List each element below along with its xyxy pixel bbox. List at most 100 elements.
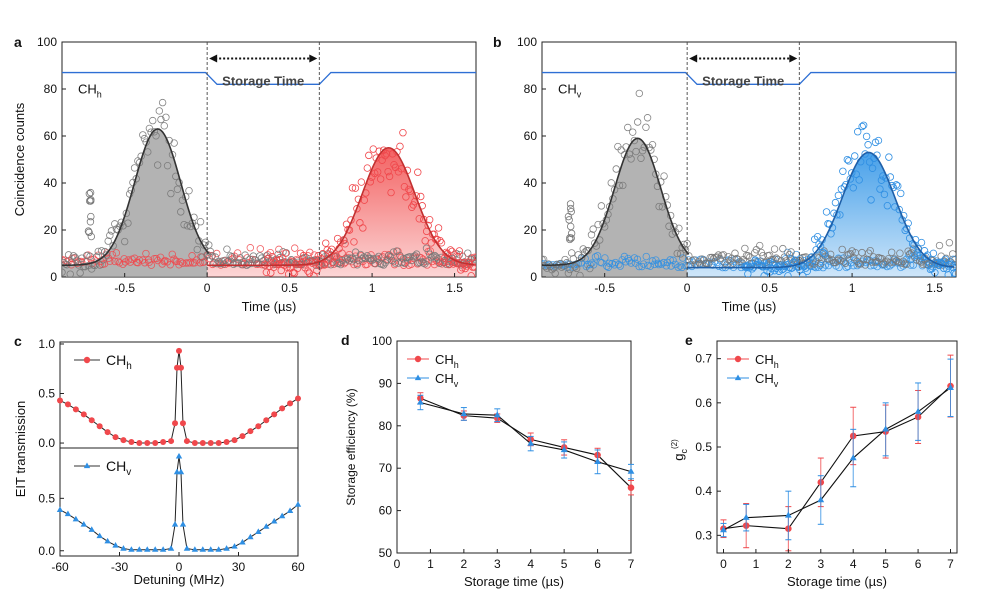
data-point-write	[337, 260, 345, 269]
data-point-retrieved	[302, 258, 311, 267]
data-point-retrieved	[861, 150, 869, 158]
data-point-write	[139, 131, 147, 139]
data-point-retrieved	[330, 252, 339, 261]
data-point-background	[188, 252, 196, 260]
data-point-write	[97, 247, 106, 255]
data-point-retrieved	[322, 239, 330, 247]
data-point-retrieved	[365, 151, 373, 160]
data-point-write	[193, 245, 201, 254]
eit-data-point	[96, 423, 103, 430]
legend-marker	[414, 374, 422, 381]
data-point-retrieved	[799, 272, 807, 277]
x-tick-label: 1	[753, 557, 760, 571]
data-point-write	[226, 252, 234, 260]
data-point-retrieved	[449, 260, 458, 268]
data-point-retrieved	[274, 260, 282, 268]
data-point-background	[627, 259, 635, 267]
eit-data-point	[255, 423, 262, 430]
legend-label: CHh	[435, 352, 459, 370]
data-point-retrieved	[442, 248, 450, 257]
data-point-write	[470, 255, 476, 263]
data-point-write	[86, 218, 95, 226]
data-point-retrieved	[809, 256, 817, 264]
data-point-retrieved	[836, 211, 844, 219]
data-point-write	[177, 208, 185, 216]
data-point-retrieved	[307, 257, 315, 266]
data-point-retrieved	[267, 269, 275, 277]
text-part: CH	[106, 352, 126, 368]
data-point-background	[119, 260, 127, 268]
text-part: CH	[558, 82, 577, 97]
data-point-write	[96, 261, 104, 269]
data-point-write	[158, 98, 167, 107]
x-tick-label: 3	[817, 557, 824, 571]
x-tick-label: 6	[594, 557, 601, 571]
data-point-write	[756, 241, 764, 250]
data-point-retrieved	[467, 272, 475, 277]
data-point-retrieved	[848, 169, 856, 177]
data-point-retrieved	[471, 258, 476, 267]
data-point-write	[152, 132, 160, 140]
text-part: CH	[435, 352, 454, 367]
eit-data-point	[72, 515, 80, 522]
x-tick-label: 0	[394, 557, 401, 571]
y-tick-label: 100	[37, 35, 57, 49]
data-point-retrieved	[305, 269, 314, 277]
control-gate-line	[62, 71, 476, 85]
data-point-write	[782, 257, 790, 265]
data-point-retrieved	[353, 205, 361, 213]
data-point-background	[160, 257, 168, 266]
eit-data-point	[176, 347, 182, 354]
data-point-write	[398, 258, 406, 267]
channel-label: CHh	[78, 82, 102, 100]
data-point-retrieved	[283, 263, 291, 271]
data-point-v	[493, 411, 501, 418]
data-point-write	[662, 193, 670, 201]
data-point-retrieved	[351, 184, 360, 192]
data-point-write	[655, 202, 663, 211]
eit-data-point	[239, 538, 246, 545]
data-point-retrieved	[929, 249, 938, 258]
y-tick-label: 60	[44, 129, 58, 143]
data-point-h	[627, 484, 635, 492]
data-point-retrieved	[895, 205, 903, 214]
data-point-retrieved	[852, 170, 860, 178]
data-point-background	[179, 259, 187, 268]
data-point-write	[85, 190, 94, 198]
data-point-retrieved	[950, 269, 956, 277]
text-part: CH	[755, 352, 774, 367]
y-tick-label: 1.0	[38, 337, 55, 351]
data-point-retrieved	[385, 172, 394, 181]
series-line-v	[420, 401, 632, 473]
data-point-retrieved	[448, 247, 456, 256]
y-tick-label: 60	[379, 504, 393, 518]
data-point-write	[124, 219, 132, 227]
data-point-retrieved	[821, 250, 829, 258]
data-point-retrieved	[357, 178, 366, 186]
data-point-write	[150, 128, 159, 136]
data-point-background	[473, 253, 476, 261]
eit-data-point	[152, 546, 159, 552]
y-tick-label: 80	[379, 419, 393, 433]
y-tick-label: 0	[50, 270, 57, 284]
data-point-write	[149, 116, 157, 125]
y-tick-label: 0.5	[38, 387, 55, 401]
data-point-background	[108, 250, 117, 259]
panel-label: e	[685, 332, 693, 348]
data-point-background	[638, 262, 646, 271]
eit-data-point	[120, 437, 127, 444]
eit-data-point	[247, 533, 254, 540]
series-line-h	[723, 385, 951, 530]
data-point-retrieved	[437, 239, 446, 247]
data-point-write	[612, 165, 620, 173]
data-point-write	[416, 258, 424, 267]
data-point-retrieved	[880, 190, 889, 199]
data-point-retrieved	[455, 247, 464, 255]
data-point-retrieved	[855, 176, 863, 184]
eit-data-point	[215, 546, 222, 552]
data-point-write	[714, 251, 723, 259]
data-point-write	[86, 188, 95, 197]
data-point-retrieved	[381, 151, 389, 160]
y-tick-label: 0.4	[695, 484, 712, 498]
x-tick-label: 1	[849, 281, 856, 295]
